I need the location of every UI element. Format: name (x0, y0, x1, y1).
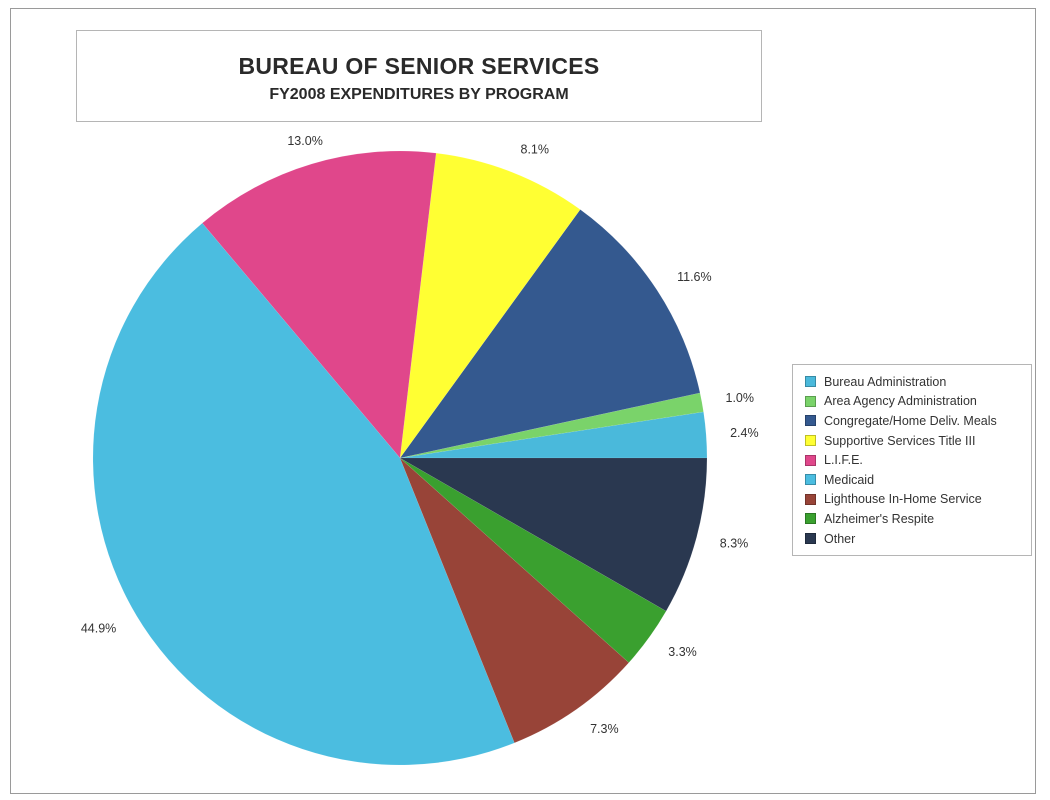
legend-item-4: L.I.F.E. (805, 450, 1031, 470)
legend-label: Congregate/Home Deliv. Meals (824, 413, 997, 428)
legend-item-1: Area Agency Administration (805, 392, 1031, 412)
legend-item-7: Alzheimer's Respite (805, 509, 1031, 529)
chart-subtitle: FY2008 EXPENDITURES BY PROGRAM (269, 86, 569, 103)
slice-label-7: 3.3% (668, 645, 697, 659)
pie-slice-1 (399, 392, 704, 459)
title-box: BUREAU OF SENIOR SERVICES FY2008 EXPENDI… (76, 30, 762, 122)
pie-slice-8 (399, 457, 708, 612)
legend-swatch (805, 513, 816, 525)
legend-swatch (805, 435, 816, 447)
pie-slice-3 (399, 152, 581, 459)
pie-slice-0 (399, 411, 708, 459)
legend-item-3: Supportive Services Title III (805, 431, 1031, 451)
legend-label: Supportive Services Title III (824, 433, 976, 448)
legend-label: Area Agency Administration (824, 394, 977, 409)
legend: Bureau Administration Area Agency Adminis… (792, 364, 1032, 556)
pie-slice-4 (201, 150, 437, 459)
legend-item-6: Lighthouse In-Home Service (805, 490, 1031, 510)
slice-label-5: 44.9% (81, 621, 116, 635)
slice-label-1: 1.0% (726, 391, 755, 405)
legend-swatch (805, 493, 816, 505)
legend-label: Alzheimer's Respite (824, 511, 935, 526)
slice-label-2: 11.6% (677, 270, 712, 284)
legend-label: Lighthouse In-Home Service (824, 492, 982, 507)
chart-title: BUREAU OF SENIOR SERVICES (238, 53, 600, 79)
pie-slice-2 (399, 209, 701, 459)
slice-label-3: 8.1% (521, 143, 550, 157)
slice-label-8: 8.3% (720, 536, 749, 550)
legend-swatch (805, 533, 816, 545)
slice-label-0: 2.4% (730, 426, 759, 440)
legend-swatch (805, 376, 816, 388)
legend-label: Bureau Administration (824, 374, 947, 389)
legend-item-5: Medicaid (805, 470, 1031, 490)
legend-item-2: Congregate/Home Deliv. Meals (805, 411, 1031, 431)
legend-swatch (805, 415, 816, 427)
pie-slice-6 (399, 457, 630, 744)
pie-slice-5 (92, 222, 515, 766)
legend-swatch (805, 454, 816, 466)
pie-slice-7 (399, 457, 667, 663)
legend-label: Other (824, 531, 856, 546)
legend-item-0: Bureau Administration (805, 372, 1031, 392)
legend-item-8: Other (805, 529, 1031, 549)
legend-label: L.I.F.E. (824, 453, 863, 468)
legend-swatch (805, 395, 816, 407)
legend-swatch (805, 474, 816, 486)
legend-label: Medicaid (824, 472, 875, 487)
slice-label-6: 7.3% (590, 722, 619, 736)
slice-label-4: 13.0% (287, 134, 322, 148)
